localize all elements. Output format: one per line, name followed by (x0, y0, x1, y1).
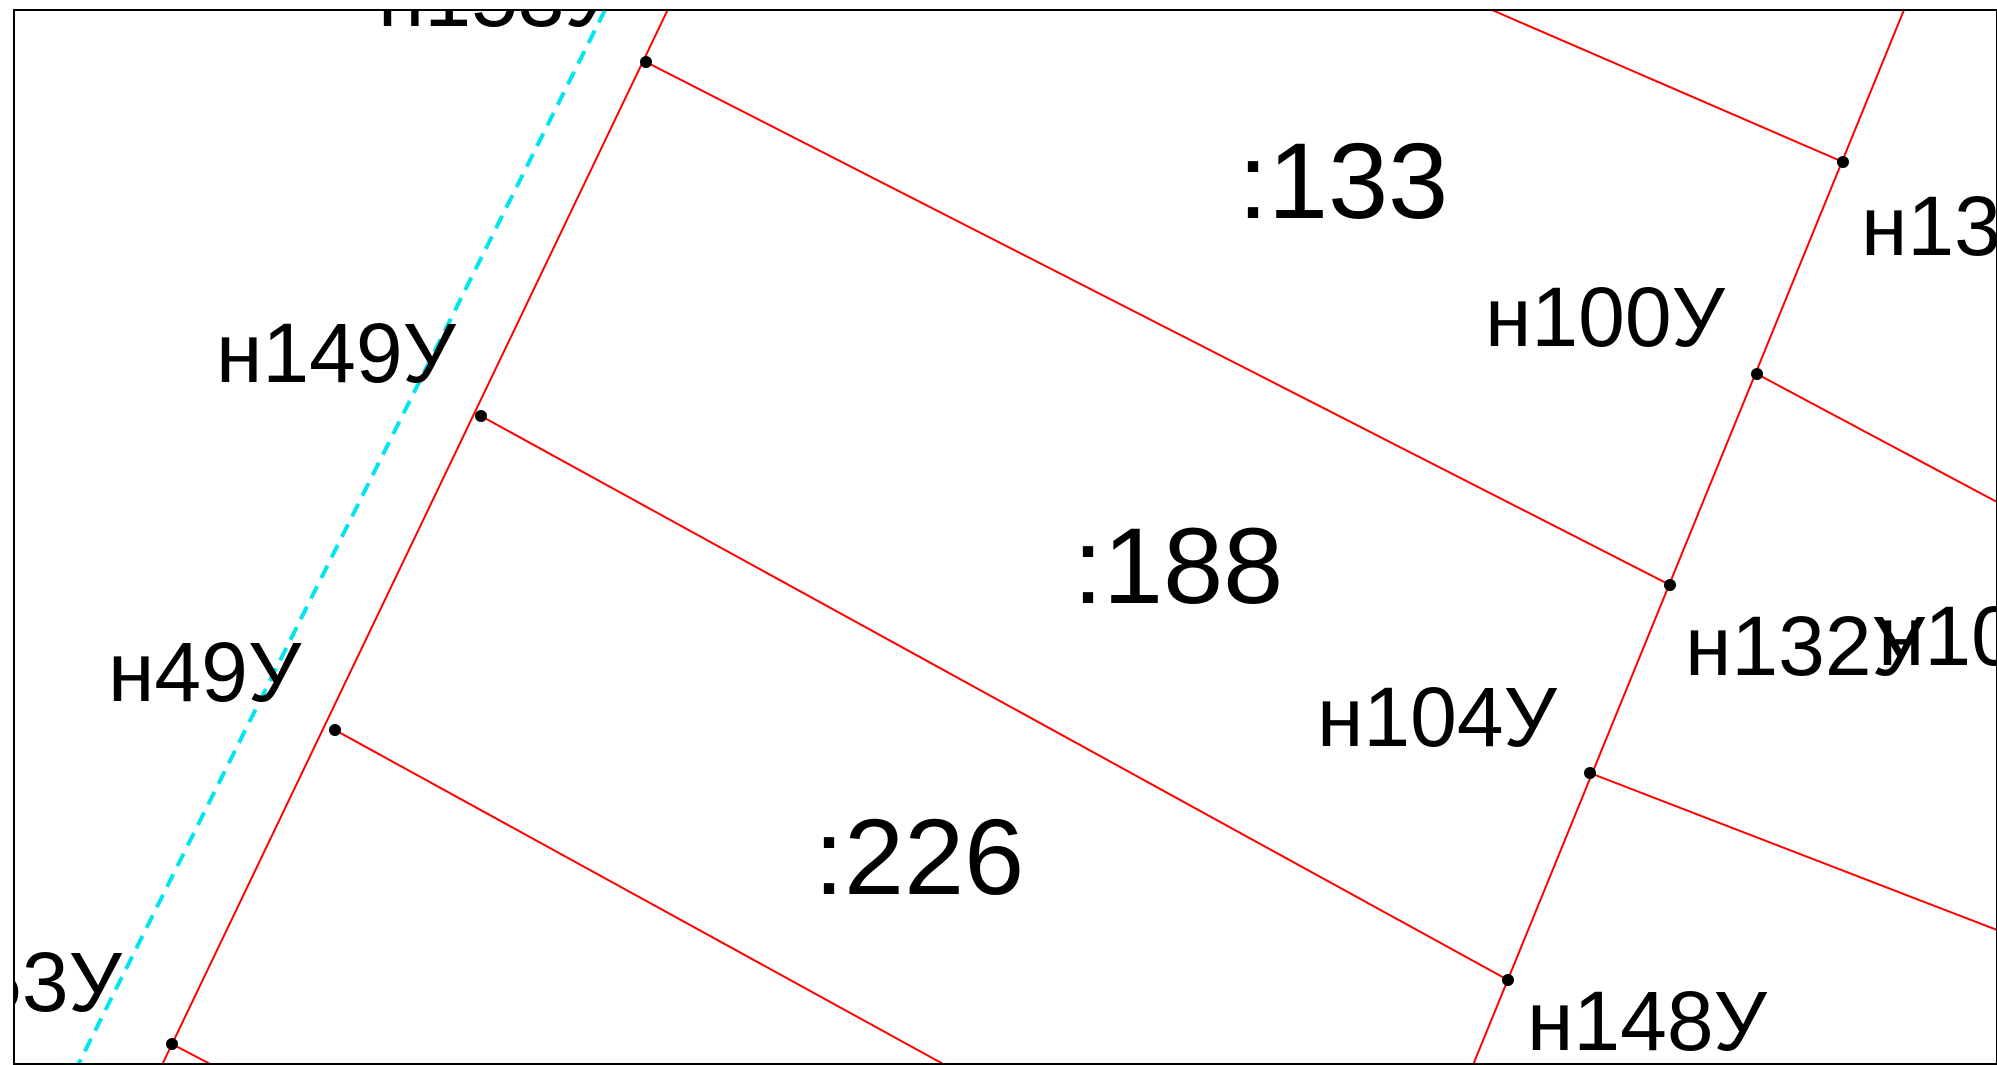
vertex-point (1751, 368, 1763, 380)
point-label-right-top-partial: н13 (1861, 179, 1997, 273)
map-frame (13, 9, 1997, 1065)
point-label-n100: н100У (1485, 270, 1726, 364)
point-label-bottom-left-partial: н153У (0, 935, 123, 1029)
boundary-right-upper (1756, 373, 1997, 503)
boundary-bottom-left (171, 1043, 213, 1065)
parcel-label-133: :133 (1238, 120, 1448, 241)
vertex-point (640, 56, 652, 68)
vertex-point (329, 724, 341, 736)
parcel-label-188: :188 (1073, 505, 1283, 626)
vertex-point (1584, 767, 1596, 779)
vertex-points (166, 56, 1849, 1050)
boundary-188-226 (480, 415, 1509, 981)
parcel-boundaries (161, 10, 1997, 1065)
point-label-n149: н149У (216, 306, 457, 400)
parcel-label-226: :226 (814, 796, 1024, 917)
boundary-133-188 (645, 61, 1671, 586)
point-label-right-mid-partial: н10 (1878, 589, 1997, 683)
point-label-n148: н148У (1527, 974, 1768, 1065)
vertex-point (1837, 156, 1849, 168)
vertex-point (1502, 974, 1514, 986)
boundary-right-lower (1589, 772, 1997, 931)
boundary-left-main (161, 10, 669, 1065)
vertex-point (166, 1038, 178, 1050)
vertex-point (1664, 579, 1676, 591)
dashed-boundary-line (76, 10, 607, 1065)
vertex-point (475, 410, 487, 422)
point-label-n104: н104У (1317, 670, 1558, 764)
boundary-top-right (1491, 10, 1844, 163)
point-label-n132: н132У (1685, 599, 1926, 693)
point-label-top-partial: н153У (378, 0, 619, 44)
boundary-right-main (1472, 10, 1906, 1065)
boundary-226-bottom (334, 729, 946, 1065)
point-label-n49: н49У (108, 625, 302, 719)
